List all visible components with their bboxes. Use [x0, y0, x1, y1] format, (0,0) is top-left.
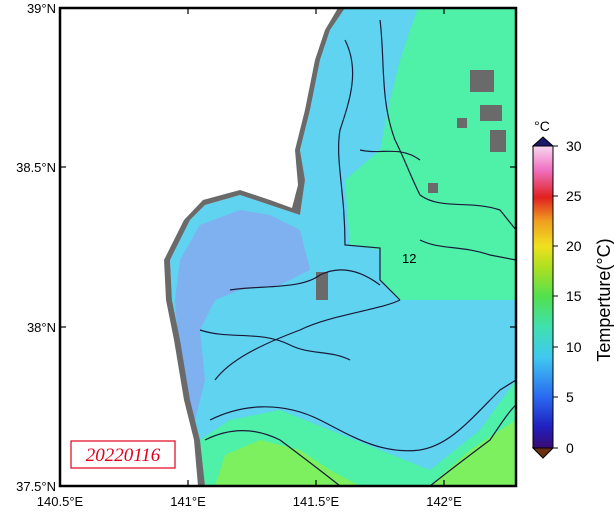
lon-label-140-5: 140.5°E	[37, 494, 84, 509]
lat-label-37-5: 37.5°N	[16, 479, 56, 494]
colorbar-bottom-triangle	[531, 447, 555, 459]
map-area: 12	[60, 8, 516, 486]
contour-lines	[199, 19, 516, 486]
sea-hot-region	[215, 420, 516, 486]
lon-label-141: 141°E	[170, 494, 206, 509]
colorbar-unit: °C	[534, 118, 550, 134]
colorbar-tick-30: 30	[566, 138, 582, 154]
lat-label-39: 39°N	[27, 1, 56, 16]
colorbar-tick-0: 0	[566, 440, 574, 456]
lat-label-38-5: 38.5°N	[16, 160, 56, 175]
colorbar-tick-20: 20	[566, 238, 582, 254]
colorbar-tick-15: 15	[566, 288, 582, 304]
sea-cold-region	[175, 210, 310, 420]
colorbar-tick-25: 25	[566, 188, 582, 204]
missing-data-patches	[316, 70, 506, 300]
colorbar-tick-5: 5	[566, 389, 574, 405]
colorbar-top-triangle	[531, 136, 555, 147]
axis-ticks	[60, 8, 516, 486]
colorbar-tick-10: 10	[566, 339, 582, 355]
lon-label-141-5: 141.5°E	[293, 494, 340, 509]
contour-label: 12	[402, 251, 416, 266]
lat-label-38: 38°N	[27, 320, 56, 335]
land-interior	[60, 8, 338, 486]
lon-label-142: 142°E	[426, 494, 462, 509]
date-box	[70, 440, 176, 469]
date-label: 20220116	[86, 445, 161, 466]
map-frame	[58, 6, 518, 488]
colorbar-title: Temperture(°C)	[594, 238, 614, 361]
colorbar-gradient	[532, 145, 554, 449]
colorbar: °C 30 25 20 15 10 5 0 Temperture(°C)	[531, 118, 614, 459]
